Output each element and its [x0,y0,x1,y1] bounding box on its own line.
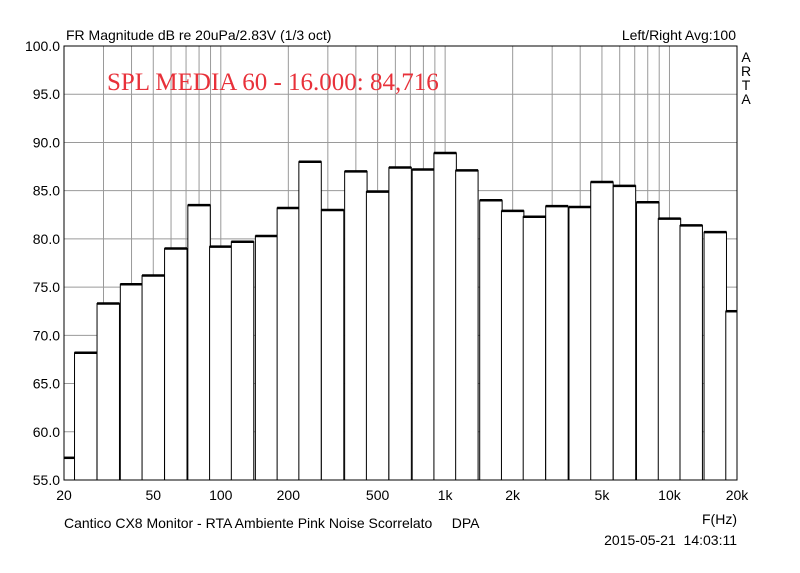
band-bar [320,209,345,481]
y-tick-label: 100.0 [25,38,60,54]
y-tick-label: 80.0 [33,231,60,247]
band-bar [298,161,322,481]
band-bar [63,457,76,481]
band-bar [254,235,279,481]
band-bar [568,206,592,481]
y-tick-label: 65.0 [33,376,60,392]
spl-annotation: SPL MEDIA 60 - 16.000: 84,716 [107,69,439,96]
plot-frame [63,45,738,481]
measurement-caption: Cantico CX8 Monitor - RTA Ambiente Pink … [64,515,480,531]
y-tick-label: 60.0 [33,424,60,440]
brand-letter: A [741,91,751,107]
band-bar [411,168,436,481]
band-bar [164,248,188,481]
band-bar [276,207,301,481]
x-axis: 20 50 100 200 500 1k 2k 5k 10k 20k [56,487,749,503]
band-bar [725,310,738,481]
band-bar [479,199,503,481]
y-tick-label: 95.0 [33,86,60,102]
x-tick-label: 100 [209,487,233,503]
y-tick-label: 75.0 [33,279,60,295]
band-bar [433,152,457,481]
x-tick-label: 20 [56,487,72,503]
band-bar [455,169,479,481]
brand-letter: A [741,49,751,65]
x-tick-label: 1k [438,487,454,503]
band-bar [590,181,614,481]
band-bar [209,246,233,481]
y-tick-label: 55.0 [33,472,60,488]
brand-letter: T [742,77,751,93]
x-tick-label: 500 [366,487,390,503]
timestamp: 2015-05-21 14:03:11 [604,532,737,548]
band-bar [657,218,682,481]
band-bar [344,170,368,481]
brand-letter: R [741,63,751,79]
x-tick-label: 50 [145,487,161,503]
bars [63,151,738,481]
y-axis: 100.0 95.0 90.0 85.0 80.0 75.0 70.0 65.0 60.0 55.… [25,38,60,488]
band-bar [141,275,165,481]
x-tick-label: 2k [505,487,521,503]
band-bar [500,210,525,481]
band-bar [365,191,390,481]
band-bar [388,167,412,481]
x-tick-label: 200 [277,487,301,503]
x-tick-label: 10k [658,487,682,503]
y-tick-label: 90.0 [33,134,60,150]
y-tick-label: 85.0 [33,183,60,199]
band-bar [230,241,255,481]
band-bar [679,224,703,481]
band-bar [703,231,727,481]
band-bar [636,201,660,481]
band-bar [96,303,120,481]
band-bar [74,352,98,481]
band-bar [187,204,211,481]
x-axis-label: F(Hz) [702,511,737,527]
chart-title: FR Magnitude dB re 20uPa/2.83V (1/3 oct) [66,27,331,43]
band-bar [119,283,144,481]
band-bar [612,185,637,481]
y-tick-label: 70.0 [33,327,60,343]
band-bar [545,205,569,481]
band-bar [522,216,547,481]
x-tick-label: 20k [726,487,750,503]
x-tick-label: 5k [595,487,611,503]
channel-avg-info: Left/Right Avg:100 [622,27,736,43]
